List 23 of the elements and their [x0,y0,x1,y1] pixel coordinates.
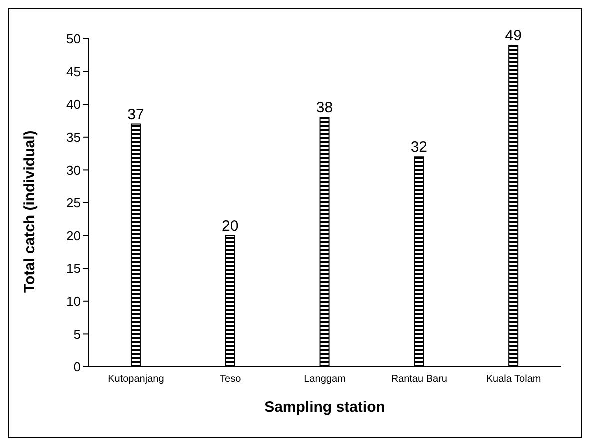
y-tick-label: 35 [66,130,81,146]
x-tick-label: Kutopanjang [108,374,164,386]
data-label: 32 [410,139,428,156]
y-axis-title: Total catch (individual) [21,130,38,293]
y-tick-label: 15 [66,261,81,276]
y-tick-label: 50 [66,32,81,47]
data-label: 37 [128,106,144,124]
data-label: 20 [222,218,239,235]
data-label: 49 [505,28,522,45]
x-tick-label: Kuala Tolam [486,374,542,386]
y-tick-label: 10 [66,294,81,310]
y-tick-label: 25 [66,196,81,211]
y-tick-label: 20 [66,228,81,244]
y-tick-label: 30 [66,162,81,178]
x-tick-label: Rantau Baru [391,374,448,386]
y-tick-label: 0 [74,360,81,375]
y-tick-label: 5 [74,326,81,342]
x-axis-title: Sampling station [264,399,386,416]
data-label: 38 [316,100,334,117]
x-tick-label: Teso [220,374,242,386]
y-tick-label: 45 [66,64,81,80]
x-tick-label: Langgam [304,374,346,386]
y-tick-label: 40 [66,97,81,112]
